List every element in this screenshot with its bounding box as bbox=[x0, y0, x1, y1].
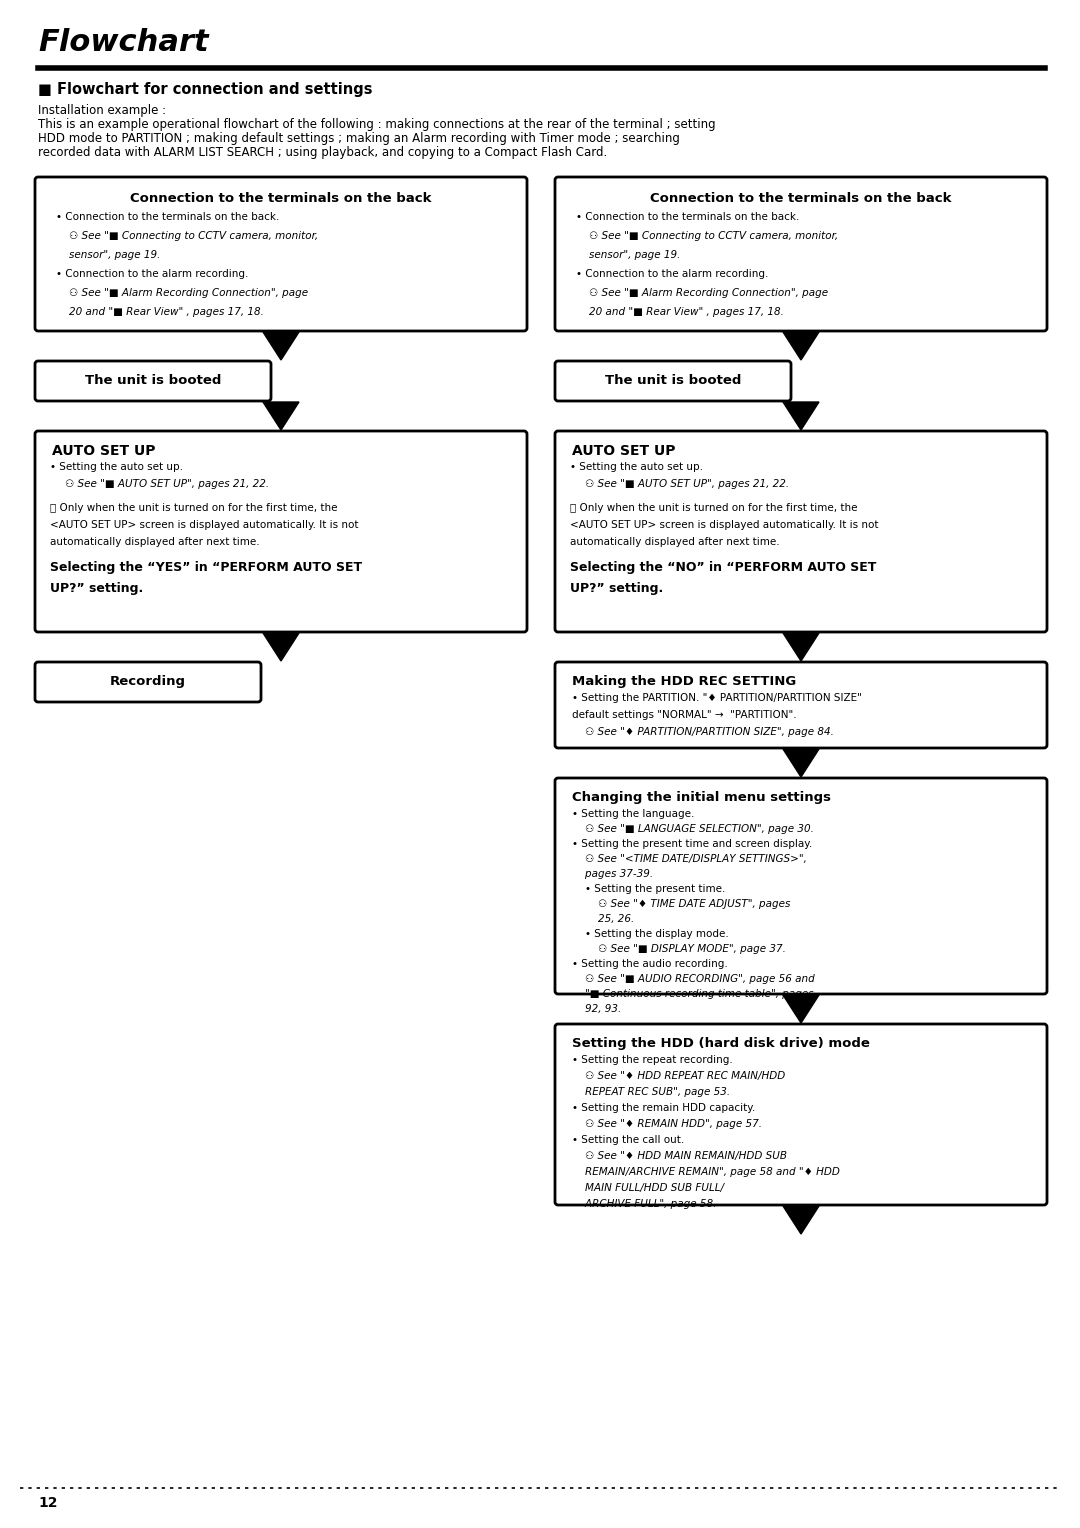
Polygon shape bbox=[783, 749, 819, 778]
Text: sensor", page 19.: sensor", page 19. bbox=[56, 251, 160, 260]
Text: ⚇ See "■ Alarm Recording Connection", page: ⚇ See "■ Alarm Recording Connection", pa… bbox=[56, 287, 308, 298]
Polygon shape bbox=[783, 1206, 819, 1235]
Polygon shape bbox=[783, 402, 819, 429]
Text: • Setting the auto set up.: • Setting the auto set up. bbox=[570, 461, 703, 472]
Text: • Setting the call out.: • Setting the call out. bbox=[572, 1135, 685, 1144]
Text: • Setting the display mode.: • Setting the display mode. bbox=[572, 929, 729, 940]
Text: The unit is booted: The unit is booted bbox=[605, 374, 741, 388]
Text: Connection to the terminals on the back: Connection to the terminals on the back bbox=[131, 193, 432, 205]
Polygon shape bbox=[783, 332, 819, 361]
Text: ⓘ Only when the unit is turned on for the first time, the: ⓘ Only when the unit is turned on for th… bbox=[50, 503, 337, 513]
FancyBboxPatch shape bbox=[35, 662, 261, 701]
Text: "■ Continuous recording time table", pages: "■ Continuous recording time table", pag… bbox=[572, 989, 813, 999]
Text: 12: 12 bbox=[38, 1496, 57, 1510]
Text: Setting the HDD (hard disk drive) mode: Setting the HDD (hard disk drive) mode bbox=[572, 1038, 869, 1050]
Text: • Setting the PARTITION. "♦ PARTITION/PARTITION SIZE": • Setting the PARTITION. "♦ PARTITION/PA… bbox=[572, 694, 862, 703]
Polygon shape bbox=[783, 995, 819, 1024]
Text: Making the HDD REC SETTING: Making the HDD REC SETTING bbox=[572, 675, 796, 688]
Text: Installation example :: Installation example : bbox=[38, 104, 166, 118]
Text: ⚇ See "♦ PARTITION/PARTITION SIZE", page 84.: ⚇ See "♦ PARTITION/PARTITION SIZE", page… bbox=[572, 727, 834, 736]
Text: Recording: Recording bbox=[110, 675, 186, 689]
Text: ⚇ See "<TIME DATE/DISPLAY SETTINGS>",: ⚇ See "<TIME DATE/DISPLAY SETTINGS>", bbox=[572, 854, 807, 863]
Polygon shape bbox=[264, 633, 299, 662]
Text: UP?” setting.: UP?” setting. bbox=[50, 582, 144, 594]
Text: recorded data with ALARM LIST SEARCH ; using playback, and copying to a Compact : recorded data with ALARM LIST SEARCH ; u… bbox=[38, 147, 607, 159]
Text: Connection to the terminals on the back: Connection to the terminals on the back bbox=[650, 193, 951, 205]
Text: ⚇ See "■ AUTO SET UP", pages 21, 22.: ⚇ See "■ AUTO SET UP", pages 21, 22. bbox=[572, 478, 789, 489]
Text: ⚇ See "♦ HDD MAIN REMAIN/HDD SUB: ⚇ See "♦ HDD MAIN REMAIN/HDD SUB bbox=[572, 1151, 787, 1161]
FancyBboxPatch shape bbox=[555, 1024, 1047, 1206]
Text: Selecting the “YES” in “PERFORM AUTO SET: Selecting the “YES” in “PERFORM AUTO SET bbox=[50, 561, 362, 575]
Text: ⚇ See "■ DISPLAY MODE", page 37.: ⚇ See "■ DISPLAY MODE", page 37. bbox=[572, 944, 786, 953]
Text: • Connection to the alarm recording.: • Connection to the alarm recording. bbox=[56, 269, 248, 280]
Text: automatically displayed after next time.: automatically displayed after next time. bbox=[570, 536, 780, 547]
Text: • Connection to the terminals on the back.: • Connection to the terminals on the bac… bbox=[576, 212, 799, 222]
Text: • Setting the auto set up.: • Setting the auto set up. bbox=[50, 461, 183, 472]
Text: AUTO SET UP: AUTO SET UP bbox=[572, 445, 675, 458]
Text: ⚇ See "■ Alarm Recording Connection", page: ⚇ See "■ Alarm Recording Connection", pa… bbox=[576, 287, 828, 298]
Text: ⓘ Only when the unit is turned on for the first time, the: ⓘ Only when the unit is turned on for th… bbox=[570, 503, 858, 513]
Text: pages 37-39.: pages 37-39. bbox=[572, 869, 653, 879]
Text: • Setting the present time.: • Setting the present time. bbox=[572, 885, 726, 894]
Text: ⚇ See "♦ HDD REPEAT REC MAIN/HDD: ⚇ See "♦ HDD REPEAT REC MAIN/HDD bbox=[572, 1071, 785, 1080]
Text: REMAIN/ARCHIVE REMAIN", page 58 and "♦ HDD: REMAIN/ARCHIVE REMAIN", page 58 and "♦ H… bbox=[572, 1167, 840, 1177]
Text: • Connection to the alarm recording.: • Connection to the alarm recording. bbox=[576, 269, 768, 280]
Polygon shape bbox=[783, 633, 819, 662]
Text: MAIN FULL/HDD SUB FULL/: MAIN FULL/HDD SUB FULL/ bbox=[572, 1183, 724, 1193]
Text: ⚇ See "■ Connecting to CCTV camera, monitor,: ⚇ See "■ Connecting to CCTV camera, moni… bbox=[576, 231, 838, 241]
Text: • Setting the present time and screen display.: • Setting the present time and screen di… bbox=[572, 839, 812, 850]
Text: <AUTO SET UP> screen is displayed automatically. It is not: <AUTO SET UP> screen is displayed automa… bbox=[570, 520, 878, 530]
FancyBboxPatch shape bbox=[555, 177, 1047, 332]
Text: 20 and "■ Rear View" , pages 17, 18.: 20 and "■ Rear View" , pages 17, 18. bbox=[56, 307, 264, 316]
FancyBboxPatch shape bbox=[555, 431, 1047, 633]
Text: HDD mode to PARTITION ; making default settings ; making an Alarm recording with: HDD mode to PARTITION ; making default s… bbox=[38, 131, 680, 145]
Text: • Setting the language.: • Setting the language. bbox=[572, 808, 694, 819]
FancyBboxPatch shape bbox=[35, 361, 271, 400]
FancyBboxPatch shape bbox=[555, 778, 1047, 995]
Text: ⚇ See "■ Connecting to CCTV camera, monitor,: ⚇ See "■ Connecting to CCTV camera, moni… bbox=[56, 231, 319, 241]
Text: AUTO SET UP: AUTO SET UP bbox=[52, 445, 156, 458]
Text: 20 and "■ Rear View" , pages 17, 18.: 20 and "■ Rear View" , pages 17, 18. bbox=[576, 307, 784, 316]
Text: • Setting the audio recording.: • Setting the audio recording. bbox=[572, 960, 728, 969]
Text: 92, 93.: 92, 93. bbox=[572, 1004, 621, 1015]
FancyBboxPatch shape bbox=[555, 361, 791, 400]
Text: Selecting the “NO” in “PERFORM AUTO SET: Selecting the “NO” in “PERFORM AUTO SET bbox=[570, 561, 876, 575]
Text: • Connection to the terminals on the back.: • Connection to the terminals on the bac… bbox=[56, 212, 280, 222]
FancyBboxPatch shape bbox=[35, 177, 527, 332]
Text: sensor", page 19.: sensor", page 19. bbox=[576, 251, 680, 260]
Text: ⚇ See "♦ TIME DATE ADJUST", pages: ⚇ See "♦ TIME DATE ADJUST", pages bbox=[572, 898, 791, 909]
Text: ⚇ See "■ LANGUAGE SELECTION", page 30.: ⚇ See "■ LANGUAGE SELECTION", page 30. bbox=[572, 824, 814, 834]
Text: 25, 26.: 25, 26. bbox=[572, 914, 634, 924]
Text: ⚇ See "■ AUDIO RECORDING", page 56 and: ⚇ See "■ AUDIO RECORDING", page 56 and bbox=[572, 973, 814, 984]
Text: Changing the initial menu settings: Changing the initial menu settings bbox=[572, 792, 831, 804]
Text: The unit is booted: The unit is booted bbox=[85, 374, 221, 388]
Text: ARCHIVE FULL", page 58.: ARCHIVE FULL", page 58. bbox=[572, 1199, 716, 1209]
Text: ■ Flowchart for connection and settings: ■ Flowchart for connection and settings bbox=[38, 83, 373, 96]
Text: Flowchart: Flowchart bbox=[38, 28, 208, 57]
Text: REPEAT REC SUB", page 53.: REPEAT REC SUB", page 53. bbox=[572, 1086, 730, 1097]
Text: ⚇ See "♦ REMAIN HDD", page 57.: ⚇ See "♦ REMAIN HDD", page 57. bbox=[572, 1118, 762, 1129]
Text: <AUTO SET UP> screen is displayed automatically. It is not: <AUTO SET UP> screen is displayed automa… bbox=[50, 520, 359, 530]
FancyBboxPatch shape bbox=[35, 431, 527, 633]
Text: • Setting the repeat recording.: • Setting the repeat recording. bbox=[572, 1054, 732, 1065]
Polygon shape bbox=[264, 332, 299, 361]
FancyBboxPatch shape bbox=[555, 662, 1047, 749]
Text: ⚇ See "■ AUTO SET UP", pages 21, 22.: ⚇ See "■ AUTO SET UP", pages 21, 22. bbox=[52, 478, 269, 489]
Text: This is an example operational flowchart of the following : making connections a: This is an example operational flowchart… bbox=[38, 118, 716, 131]
Text: default settings "NORMAL" →  "PARTITION".: default settings "NORMAL" → "PARTITION". bbox=[572, 711, 797, 720]
Polygon shape bbox=[264, 402, 299, 429]
Text: • Setting the remain HDD capacity.: • Setting the remain HDD capacity. bbox=[572, 1103, 755, 1112]
Text: UP?” setting.: UP?” setting. bbox=[570, 582, 663, 594]
Text: automatically displayed after next time.: automatically displayed after next time. bbox=[50, 536, 259, 547]
